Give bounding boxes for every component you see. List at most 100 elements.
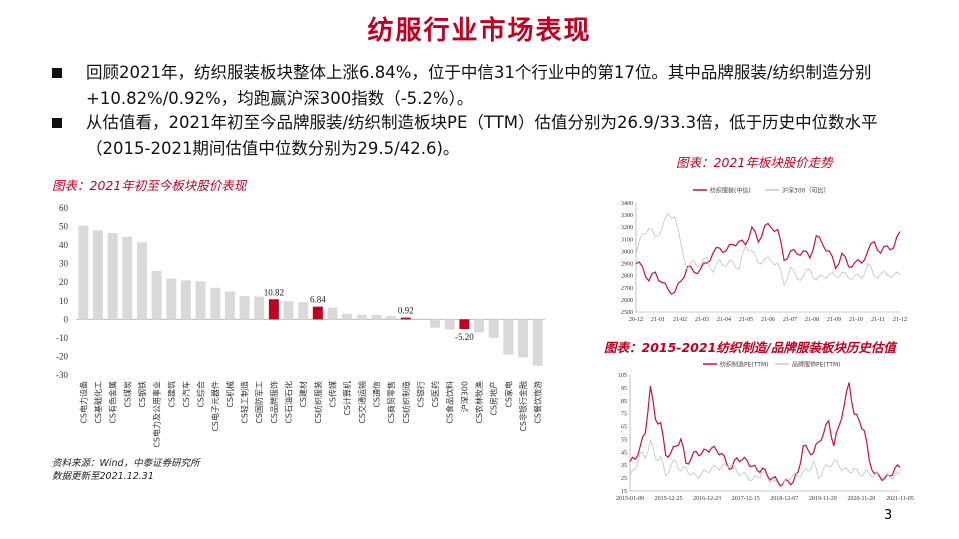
series-line-0	[629, 382, 901, 487]
y-tick-label: 30	[59, 259, 69, 269]
x-tick-label: CS电力设备	[78, 381, 88, 424]
x-tick-label: CS国防军工	[254, 381, 264, 424]
x-tick-label: 2018-12-07	[770, 496, 798, 502]
y-tick-label: 3000	[621, 249, 633, 255]
bullet-square-icon	[52, 118, 62, 128]
x-tick-label: 21-04	[717, 317, 731, 323]
x-tick-label: CS综合	[196, 381, 206, 408]
bar-CS纺织服装	[312, 306, 323, 320]
x-tick-label: CS餐饮旅游	[533, 381, 543, 424]
x-tick-label: 21-12	[893, 317, 907, 323]
x-tick-label: CS商贸零售	[386, 381, 396, 424]
bar-CS基础化工	[92, 230, 103, 320]
bar-CS食品饮料	[444, 319, 455, 330]
line-chart-1-title: 图表：2021年板块股价走势	[676, 155, 833, 170]
y-tick-label: 40	[59, 240, 69, 250]
bar-CS非银行金融	[518, 319, 529, 358]
bar-CS建材	[298, 302, 309, 320]
bullet-text: 从估值看，2021年初至今品牌服装/纺织制造板块PE（TTM）估值分别为26.9…	[86, 113, 878, 158]
data-label: 6.84	[310, 295, 326, 305]
y-tick-label: -30	[56, 370, 68, 380]
bar-CS交通运输	[356, 314, 367, 320]
x-tick-label: 21-02	[673, 317, 687, 323]
bullet-square-icon	[52, 68, 62, 78]
x-tick-label: 2015-12-25	[655, 496, 683, 502]
y-tick-label: 2700	[621, 286, 633, 292]
legend-label: 纺织制造PE(TTM)	[720, 361, 769, 369]
y-tick-label: 55	[621, 437, 627, 443]
page-number: 3	[884, 508, 893, 523]
y-tick-label: 3200	[621, 225, 633, 231]
x-tick-label: CS交通运输	[357, 381, 367, 424]
line-chart-2-title: 图表：2015-2021纺织制造/品牌服装板块历史估值	[604, 340, 896, 355]
bar-CS医药	[430, 319, 441, 328]
y-tick-label: 65	[621, 425, 627, 431]
x-tick-label: 2016-12-23	[693, 496, 721, 502]
x-tick-label: CS电力及公用事业	[152, 381, 162, 448]
legend-label: 纺织服装(中信)	[710, 187, 751, 195]
bar-CS建筑	[166, 278, 177, 320]
y-tick-label: 85	[621, 399, 627, 405]
bar-chart: 60 50 40 30 20 10 0 -10 -20 -30 CS电力设备 CS基础化工 CS有色金属…	[56, 203, 545, 448]
x-tick-label: CS建材	[298, 381, 308, 408]
legend-label: 品牌服饰PE(TTM)	[792, 361, 841, 369]
x-tick-label: CS煤炭	[122, 381, 132, 408]
y-tick-label: 95	[621, 386, 627, 392]
update-line: 数据更新至2021.12.31	[52, 471, 154, 482]
x-tick-label: CS建筑	[166, 381, 176, 408]
x-tick-label: 21-06	[761, 317, 775, 323]
bar-CS农林牧渔	[474, 319, 485, 333]
x-tick-label: CS食品饮料	[445, 381, 455, 424]
y-tick-label: 35	[621, 463, 627, 469]
y-tick-label: 2800	[621, 274, 633, 280]
line-chart-1: 3400 3300 3200 3100 3000 2900 2800 2700 2600 2500…	[621, 187, 907, 324]
y-tick-label: 60	[59, 203, 69, 213]
x-tick-label: CS石油石化	[284, 381, 294, 424]
y-tick-label: -10	[56, 333, 68, 343]
data-label: 10.82	[264, 287, 284, 297]
bar-CS传媒	[327, 307, 338, 320]
bar-CS有色金属	[107, 233, 118, 320]
y-tick-label: 3100	[621, 237, 633, 243]
y-tick-label: 10	[59, 296, 69, 306]
x-tick-label: CS电子元器件	[210, 381, 220, 432]
x-tick-label: 2019-11-29	[809, 496, 837, 502]
x-tick-label: CS钢铁	[137, 381, 147, 408]
series-line-1	[635, 213, 901, 287]
x-tick-label: CS汽车	[181, 381, 191, 408]
data-label: -5.20	[455, 332, 474, 342]
x-tick-label: 21-09	[827, 317, 841, 323]
bar-CS轻工制造	[239, 296, 250, 320]
y-tick-label: 3300	[621, 213, 633, 219]
x-tick-label: CS房地产	[489, 381, 499, 416]
x-tick-label: 21-08	[805, 317, 819, 323]
y-tick-label: 3400	[621, 201, 633, 207]
x-tick-label: 沪深300	[459, 381, 469, 412]
x-tick-label: CS农林牧渔	[474, 381, 484, 424]
y-tick-label: 0	[64, 314, 69, 324]
series-line-0	[635, 222, 901, 295]
bar-CS石油石化	[283, 301, 294, 320]
x-tick-label: 21-07	[783, 317, 797, 323]
bar-CS计算机	[342, 313, 353, 320]
x-tick-label: CS轻工制造	[240, 381, 250, 424]
bar-CS机械	[224, 291, 235, 320]
x-tick-label: CS机械	[225, 381, 235, 408]
x-tick-label: 2020-11-20	[848, 496, 876, 502]
x-tick-label: 2021-11-05	[886, 496, 914, 502]
y-tick-label: 2500	[621, 310, 633, 316]
x-tick-label: CS非银行金融	[518, 381, 528, 432]
bullet-text: 回顾2021年，纺织服装板块整体上涨6.84%，位于中信31个行业中的第17位。…	[86, 63, 872, 108]
y-tick-label: 15	[621, 489, 627, 495]
bar-chart-title: 图表：2021年初至今板块股价表现	[52, 178, 247, 193]
bar-沪深300	[459, 319, 470, 329]
bar-CS电力设备	[78, 225, 89, 320]
x-tick-label: CS通信	[371, 381, 381, 408]
bar-CS商贸零售	[386, 315, 397, 320]
x-tick-label: CS纺织服装	[313, 381, 323, 424]
legend-label: 沪深300（可比）	[782, 187, 829, 195]
y-tick-label: 2900	[621, 262, 633, 268]
x-tick-label: CS传媒	[327, 381, 337, 408]
x-tick-label: CS家电	[503, 381, 513, 408]
